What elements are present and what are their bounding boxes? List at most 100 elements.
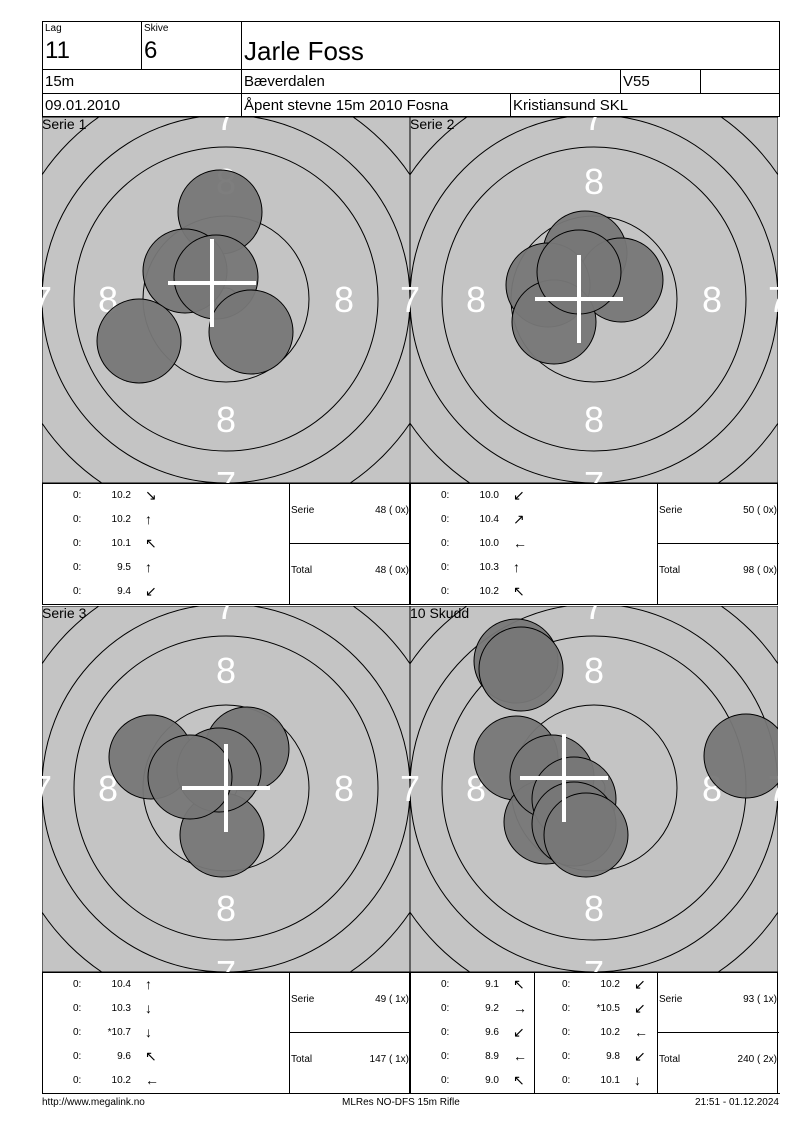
skive-cell: Skive 6 — [142, 22, 242, 70]
skive-caption: Skive — [144, 23, 169, 34]
mean-impact-cross — [182, 744, 270, 832]
name-cell: Jarle Foss — [242, 22, 779, 70]
mean-impact-cross — [520, 734, 608, 822]
shot-row: 0: *10.7 ↓ — [73, 1025, 183, 1040]
shot-hole — [96, 298, 182, 384]
shot-row: 0: 10.2 ↑ — [73, 511, 183, 527]
shot-direction-arrow: ↘ — [145, 487, 157, 503]
ring-number: 7 — [216, 606, 236, 627]
event-cell: Åpent stevne 15m 2010 Fosna — [242, 94, 511, 116]
ring — [73, 146, 379, 452]
panel-title: Serie 1 — [42, 116, 87, 132]
shot-row: 0: 9.1 ↖ — [441, 977, 551, 992]
shot-direction-arrow: ↑ — [145, 511, 152, 527]
header-block: Lag 11 Skive 6 Jarle Foss 15m Bæverdalen… — [42, 21, 780, 117]
shooter-name: Jarle Foss — [244, 36, 364, 66]
ring-number: 8 — [216, 650, 236, 691]
shot-value: 9.6 — [117, 1051, 131, 1062]
target-panel-1: 88887777Serie 10:10.2↘0:10.2↑0:10.1↖0:9.… — [42, 116, 411, 605]
shot-value: 10.0 — [479, 538, 499, 549]
ring-number: 7 — [584, 606, 604, 627]
shot-direction-arrow: ↖ — [145, 1048, 157, 1064]
target-panel-3: 8 8 8 8 7 7 7 7 Serie 3 0: 10.4 ↑ 0: 10.3 ↓ 0: *10.7 ↓ 0: 9… — [42, 605, 411, 1094]
shot-direction-arrow: ↑ — [145, 976, 152, 992]
score-summary: Serie 50 ( 0x) Total 98 ( 0x) — [657, 483, 779, 605]
shot-row: 0: 9.4 ↙ — [73, 584, 183, 599]
shot-value: 9.2 — [485, 1003, 499, 1014]
total-label: Total — [291, 565, 313, 576]
shot-row: 0: 10.2 ← — [73, 1073, 183, 1088]
total-score: 240 ( 2x) — [737, 1054, 777, 1065]
shot-hole — [147, 734, 233, 820]
panel-title: Serie 3 — [42, 605, 87, 621]
ring-number: 8 — [98, 768, 118, 809]
shot-value: 9.6 — [485, 1027, 499, 1038]
ring-number: 8 — [584, 650, 604, 691]
shot-row: 0: 10.0 ← — [441, 536, 551, 551]
shot-direction-arrow: ↖ — [513, 1072, 525, 1088]
shot-prefix: 0: — [73, 538, 82, 549]
shot-value: 9.0 — [485, 1075, 499, 1086]
target-panel-4: 8888777710 Skudd0:9.1↖0:9.2→0:9.6↙0:8.9←… — [410, 605, 779, 1094]
shot-value: 10.2 — [111, 1075, 131, 1086]
shot-prefix: 0: — [441, 1003, 450, 1014]
total-score: 98 ( 0x) — [743, 565, 777, 576]
ring-number: 7 — [584, 953, 604, 972]
ring-number: 7 — [410, 768, 420, 809]
club-cell: Bæverdalen — [242, 70, 621, 94]
summary-divider — [658, 543, 779, 544]
serie-score: 48 ( 0x) — [375, 505, 409, 516]
shot-row: 0: 8.9 ← — [441, 1048, 551, 1064]
total-label: Total — [291, 1054, 313, 1065]
shot-value: 10.2 — [479, 586, 499, 597]
score-table: 0: 10.0 ↙ 0: 10.4 ↗ 0: 10.0 ← 0: 10.3 ↑ 0: 10.2 ↖ Serie… — [410, 483, 779, 605]
shot-value: 10.0 — [479, 490, 499, 501]
serie-label: Serie — [659, 994, 683, 1005]
shot-direction-arrow: ↙ — [513, 487, 525, 503]
score-summary: Serie 93 ( 1x) Total 240 ( 2x) — [657, 972, 779, 1094]
shot-prefix: 0: — [441, 490, 450, 501]
shot-row: 0: 9.0 ↖ — [441, 1072, 551, 1088]
shot-value: 10.2 — [600, 979, 620, 990]
serie-score: 49 ( 1x) — [375, 994, 409, 1005]
shot-prefix: 0: — [73, 979, 82, 990]
shot-prefix: 0: — [562, 1051, 571, 1062]
summary-divider — [658, 1032, 779, 1033]
shot-prefix: 0: — [73, 1075, 82, 1086]
ring-number: 8 — [216, 399, 236, 440]
shot-direction-arrow: ↓ — [634, 1072, 641, 1088]
shot-value: 10.1 — [600, 1075, 620, 1086]
summary-divider — [290, 1032, 411, 1033]
target-face: 88887777 — [42, 606, 410, 972]
shot-prefix: 0: — [562, 1003, 571, 1014]
shot-row: 0: 10.3 ↓ — [73, 1001, 183, 1016]
ring-number: 7 — [400, 768, 410, 809]
ring-number: 7 — [216, 464, 236, 483]
ring — [73, 635, 379, 941]
target-face: 88887777 — [410, 117, 778, 483]
mean-impact-cross — [535, 255, 623, 343]
lag-caption: Lag — [45, 23, 62, 34]
shot-prefix: 0: — [562, 1075, 571, 1086]
shot-prefix: 0: — [73, 1003, 82, 1014]
shot-prefix: 0: — [73, 1051, 82, 1062]
shot-direction-arrow: ↖ — [145, 535, 157, 551]
shot-row: 0: 10.2 ↖ — [441, 584, 551, 599]
shot-prefix: 0: — [73, 1027, 82, 1038]
panel-title: Serie 2 — [410, 116, 455, 132]
shot-value: 9.8 — [606, 1051, 620, 1062]
shot-row: 0: *10.5 ↙ — [562, 1000, 672, 1016]
shot-direction-arrow: ↙ — [634, 1000, 646, 1016]
class: V55 — [623, 73, 650, 90]
serie-label: Serie — [659, 505, 683, 516]
target-face: 88887777 — [410, 606, 778, 972]
shot-hole — [478, 626, 564, 712]
shot-hole — [208, 289, 294, 375]
shot-row: 0: 10.1 ↖ — [73, 535, 183, 551]
shot-value: *10.5 — [596, 1003, 620, 1014]
shot-direction-arrow: ← — [513, 1048, 527, 1064]
shot-row: 0: 10.2 ← — [562, 1025, 672, 1040]
class-cell: V55 — [621, 70, 701, 94]
shot-prefix: 0: — [73, 562, 82, 573]
footer-rule — [42, 1093, 780, 1094]
